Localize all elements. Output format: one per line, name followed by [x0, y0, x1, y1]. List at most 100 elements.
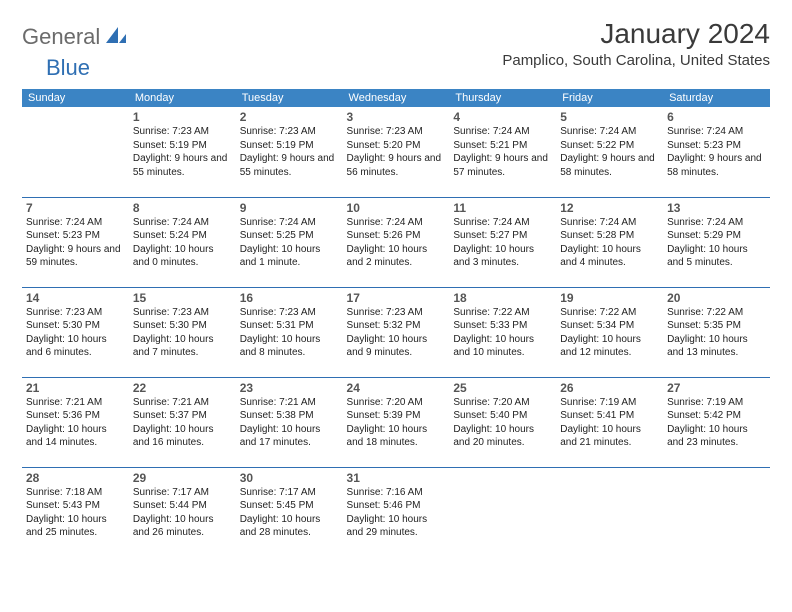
day-details: Sunrise: 7:23 AMSunset: 5:31 PMDaylight:… [240, 306, 339, 360]
day-number: 2 [240, 110, 339, 124]
day-cell: 27Sunrise: 7:19 AMSunset: 5:42 PMDayligh… [663, 377, 770, 467]
day-details: Sunrise: 7:24 AMSunset: 5:28 PMDaylight:… [560, 216, 659, 270]
day-cell: 7Sunrise: 7:24 AMSunset: 5:23 PMDaylight… [22, 197, 129, 287]
day-cell: 9Sunrise: 7:24 AMSunset: 5:25 PMDaylight… [236, 197, 343, 287]
day-number: 7 [26, 201, 125, 215]
day-cell: 8Sunrise: 7:24 AMSunset: 5:24 PMDaylight… [129, 197, 236, 287]
calendar-body: 1Sunrise: 7:23 AMSunset: 5:19 PMDaylight… [22, 107, 770, 557]
day-details: Sunrise: 7:23 AMSunset: 5:32 PMDaylight:… [347, 306, 446, 360]
day-number: 31 [347, 471, 446, 485]
day-details: Sunrise: 7:24 AMSunset: 5:23 PMDaylight:… [26, 216, 125, 270]
weekday-header: Wednesday [343, 89, 450, 107]
day-details: Sunrise: 7:22 AMSunset: 5:33 PMDaylight:… [453, 306, 552, 360]
day-number: 10 [347, 201, 446, 215]
weekday-header: Thursday [449, 89, 556, 107]
day-cell: 17Sunrise: 7:23 AMSunset: 5:32 PMDayligh… [343, 287, 450, 377]
day-details: Sunrise: 7:17 AMSunset: 5:45 PMDaylight:… [240, 486, 339, 540]
day-number: 15 [133, 291, 232, 305]
weekday-header: Friday [556, 89, 663, 107]
day-number: 4 [453, 110, 552, 124]
logo-text-general: General [22, 24, 100, 50]
day-number: 25 [453, 381, 552, 395]
weekday-header: Monday [129, 89, 236, 107]
day-cell: 22Sunrise: 7:21 AMSunset: 5:37 PMDayligh… [129, 377, 236, 467]
day-number: 19 [560, 291, 659, 305]
day-details: Sunrise: 7:16 AMSunset: 5:46 PMDaylight:… [347, 486, 446, 540]
day-cell: 26Sunrise: 7:19 AMSunset: 5:41 PMDayligh… [556, 377, 663, 467]
day-number: 23 [240, 381, 339, 395]
day-number: 12 [560, 201, 659, 215]
day-details: Sunrise: 7:21 AMSunset: 5:38 PMDaylight:… [240, 396, 339, 450]
day-number: 6 [667, 110, 766, 124]
day-number: 27 [667, 381, 766, 395]
day-cell: 16Sunrise: 7:23 AMSunset: 5:31 PMDayligh… [236, 287, 343, 377]
title-block: January 2024 Pamplico, South Carolina, U… [502, 18, 770, 69]
empty-cell [449, 467, 556, 557]
day-cell: 24Sunrise: 7:20 AMSunset: 5:39 PMDayligh… [343, 377, 450, 467]
day-cell: 13Sunrise: 7:24 AMSunset: 5:29 PMDayligh… [663, 197, 770, 287]
day-number: 1 [133, 110, 232, 124]
day-details: Sunrise: 7:22 AMSunset: 5:34 PMDaylight:… [560, 306, 659, 360]
day-number: 28 [26, 471, 125, 485]
day-details: Sunrise: 7:23 AMSunset: 5:30 PMDaylight:… [133, 306, 232, 360]
day-number: 30 [240, 471, 339, 485]
day-details: Sunrise: 7:18 AMSunset: 5:43 PMDaylight:… [26, 486, 125, 540]
day-number: 16 [240, 291, 339, 305]
day-number: 24 [347, 381, 446, 395]
empty-cell [22, 107, 129, 197]
day-details: Sunrise: 7:23 AMSunset: 5:19 PMDaylight:… [133, 125, 232, 179]
day-details: Sunrise: 7:24 AMSunset: 5:26 PMDaylight:… [347, 216, 446, 270]
day-number: 21 [26, 381, 125, 395]
day-details: Sunrise: 7:23 AMSunset: 5:30 PMDaylight:… [26, 306, 125, 360]
day-number: 8 [133, 201, 232, 215]
day-number: 18 [453, 291, 552, 305]
day-details: Sunrise: 7:24 AMSunset: 5:21 PMDaylight:… [453, 125, 552, 179]
day-cell: 11Sunrise: 7:24 AMSunset: 5:27 PMDayligh… [449, 197, 556, 287]
day-cell: 29Sunrise: 7:17 AMSunset: 5:44 PMDayligh… [129, 467, 236, 557]
logo: General [22, 24, 130, 50]
month-title: January 2024 [502, 18, 770, 50]
day-details: Sunrise: 7:24 AMSunset: 5:27 PMDaylight:… [453, 216, 552, 270]
day-details: Sunrise: 7:20 AMSunset: 5:40 PMDaylight:… [453, 396, 552, 450]
day-details: Sunrise: 7:19 AMSunset: 5:42 PMDaylight:… [667, 396, 766, 450]
day-details: Sunrise: 7:24 AMSunset: 5:22 PMDaylight:… [560, 125, 659, 179]
calendar-table: SundayMondayTuesdayWednesdayThursdayFrid… [22, 89, 770, 557]
day-number: 26 [560, 381, 659, 395]
day-cell: 1Sunrise: 7:23 AMSunset: 5:19 PMDaylight… [129, 107, 236, 197]
day-cell: 2Sunrise: 7:23 AMSunset: 5:19 PMDaylight… [236, 107, 343, 197]
day-cell: 14Sunrise: 7:23 AMSunset: 5:30 PMDayligh… [22, 287, 129, 377]
weekday-header: Sunday [22, 89, 129, 107]
day-details: Sunrise: 7:17 AMSunset: 5:44 PMDaylight:… [133, 486, 232, 540]
weekday-header: Saturday [663, 89, 770, 107]
location-text: Pamplico, South Carolina, United States [502, 52, 770, 69]
day-cell: 15Sunrise: 7:23 AMSunset: 5:30 PMDayligh… [129, 287, 236, 377]
day-cell: 5Sunrise: 7:24 AMSunset: 5:22 PMDaylight… [556, 107, 663, 197]
day-details: Sunrise: 7:24 AMSunset: 5:25 PMDaylight:… [240, 216, 339, 270]
calendar-header-row: SundayMondayTuesdayWednesdayThursdayFrid… [22, 89, 770, 107]
day-number: 3 [347, 110, 446, 124]
day-number: 9 [240, 201, 339, 215]
day-cell: 12Sunrise: 7:24 AMSunset: 5:28 PMDayligh… [556, 197, 663, 287]
empty-cell [556, 467, 663, 557]
day-details: Sunrise: 7:24 AMSunset: 5:23 PMDaylight:… [667, 125, 766, 179]
day-number: 13 [667, 201, 766, 215]
day-details: Sunrise: 7:23 AMSunset: 5:19 PMDaylight:… [240, 125, 339, 179]
day-number: 17 [347, 291, 446, 305]
day-cell: 6Sunrise: 7:24 AMSunset: 5:23 PMDaylight… [663, 107, 770, 197]
day-number: 11 [453, 201, 552, 215]
day-details: Sunrise: 7:22 AMSunset: 5:35 PMDaylight:… [667, 306, 766, 360]
day-cell: 19Sunrise: 7:22 AMSunset: 5:34 PMDayligh… [556, 287, 663, 377]
day-details: Sunrise: 7:24 AMSunset: 5:29 PMDaylight:… [667, 216, 766, 270]
weekday-header: Tuesday [236, 89, 343, 107]
day-cell: 20Sunrise: 7:22 AMSunset: 5:35 PMDayligh… [663, 287, 770, 377]
day-cell: 23Sunrise: 7:21 AMSunset: 5:38 PMDayligh… [236, 377, 343, 467]
day-number: 5 [560, 110, 659, 124]
logo-text-blue: Blue [46, 55, 90, 81]
day-cell: 25Sunrise: 7:20 AMSunset: 5:40 PMDayligh… [449, 377, 556, 467]
day-cell: 4Sunrise: 7:24 AMSunset: 5:21 PMDaylight… [449, 107, 556, 197]
day-details: Sunrise: 7:21 AMSunset: 5:37 PMDaylight:… [133, 396, 232, 450]
logo-sail-icon [104, 25, 128, 50]
day-cell: 21Sunrise: 7:21 AMSunset: 5:36 PMDayligh… [22, 377, 129, 467]
empty-cell [663, 467, 770, 557]
day-cell: 30Sunrise: 7:17 AMSunset: 5:45 PMDayligh… [236, 467, 343, 557]
